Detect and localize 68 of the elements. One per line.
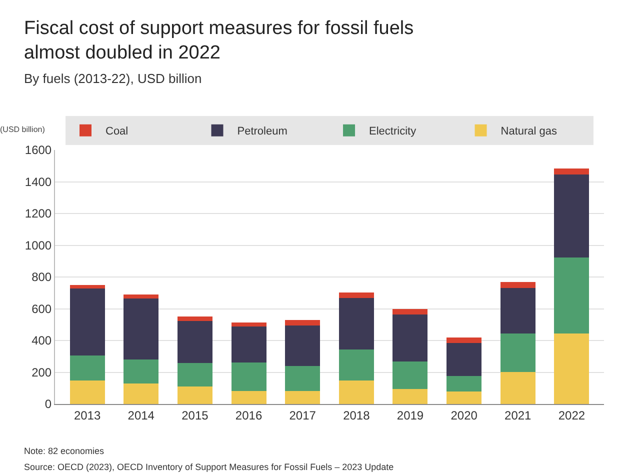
bar	[338, 292, 374, 298]
bar	[124, 384, 159, 404]
x-tick-label: 2019	[396, 408, 424, 422]
y-axis-title: (USD billion)	[0, 125, 46, 134]
bar	[554, 174, 590, 258]
legend-label: Electricity	[369, 126, 417, 138]
legend-label: Coal	[106, 126, 128, 138]
bar	[446, 391, 482, 404]
bar	[231, 322, 266, 327]
bar	[177, 363, 212, 387]
bar	[392, 389, 428, 404]
bar	[338, 350, 374, 381]
bar	[70, 284, 105, 289]
chart-title: Fiscal cost of support measures for fossil fuels almost doubled in 2022	[24, 18, 414, 64]
bar	[285, 390, 320, 404]
text: Note: 82 economies	[24, 446, 105, 456]
bar	[70, 356, 105, 381]
bar	[231, 390, 266, 404]
bar	[177, 320, 212, 364]
bar	[70, 380, 105, 404]
y-tick-label: 600	[32, 302, 52, 316]
bar	[446, 338, 482, 344]
bar	[177, 316, 212, 321]
bar	[554, 257, 590, 334]
chart-subtitle: By fuels (2013-22), USD billion	[24, 71, 202, 86]
bar	[392, 361, 428, 390]
bar	[231, 326, 266, 363]
bar	[554, 168, 590, 174]
bar	[446, 343, 482, 376]
bar	[285, 320, 320, 326]
x-tick-label: 2015	[182, 408, 209, 422]
y-tick-label: 1000	[24, 238, 52, 252]
x-tick-label: 2016	[235, 408, 262, 422]
x-tick-label: 2017	[289, 408, 316, 422]
x-tick-label: 2022	[558, 408, 586, 422]
legend-label: Petroleum	[237, 126, 288, 138]
bar	[392, 314, 428, 362]
bar	[177, 386, 212, 404]
bar	[124, 360, 159, 384]
bar	[285, 366, 320, 391]
bar	[500, 282, 536, 288]
y-tick-label: 1600	[24, 143, 52, 158]
bar	[124, 294, 159, 299]
x-tick-label: 2021	[504, 408, 532, 422]
bar	[338, 298, 374, 350]
y-tick-label: 800	[32, 270, 52, 284]
y-tick-label: 400	[32, 334, 52, 348]
bar	[446, 376, 482, 392]
bar	[392, 309, 428, 314]
source-note: Source: OECD (2023), OECD Inventory of Support Measures for Fossil Fuels – 2023 Update	[24, 462, 394, 472]
x-tick-label: 2014	[128, 408, 155, 422]
bar	[285, 325, 320, 366]
y-tick-label: 1400	[24, 174, 52, 189]
legend-label: Natural gas	[500, 126, 558, 138]
bar	[500, 372, 536, 404]
x-tick-label: 2013	[74, 408, 101, 422]
bar	[124, 298, 159, 360]
bar	[500, 288, 536, 334]
y-tick-label: 0	[44, 397, 52, 412]
bar	[70, 288, 105, 356]
y-tick-label: 1200	[24, 206, 52, 221]
bar	[554, 334, 590, 404]
x-tick-label: 2018	[343, 408, 370, 422]
bar	[500, 334, 536, 372]
x-tick-label: 2020	[450, 408, 478, 422]
y-tick-label: 200	[32, 365, 52, 380]
bar	[231, 362, 266, 391]
bar	[338, 380, 374, 404]
